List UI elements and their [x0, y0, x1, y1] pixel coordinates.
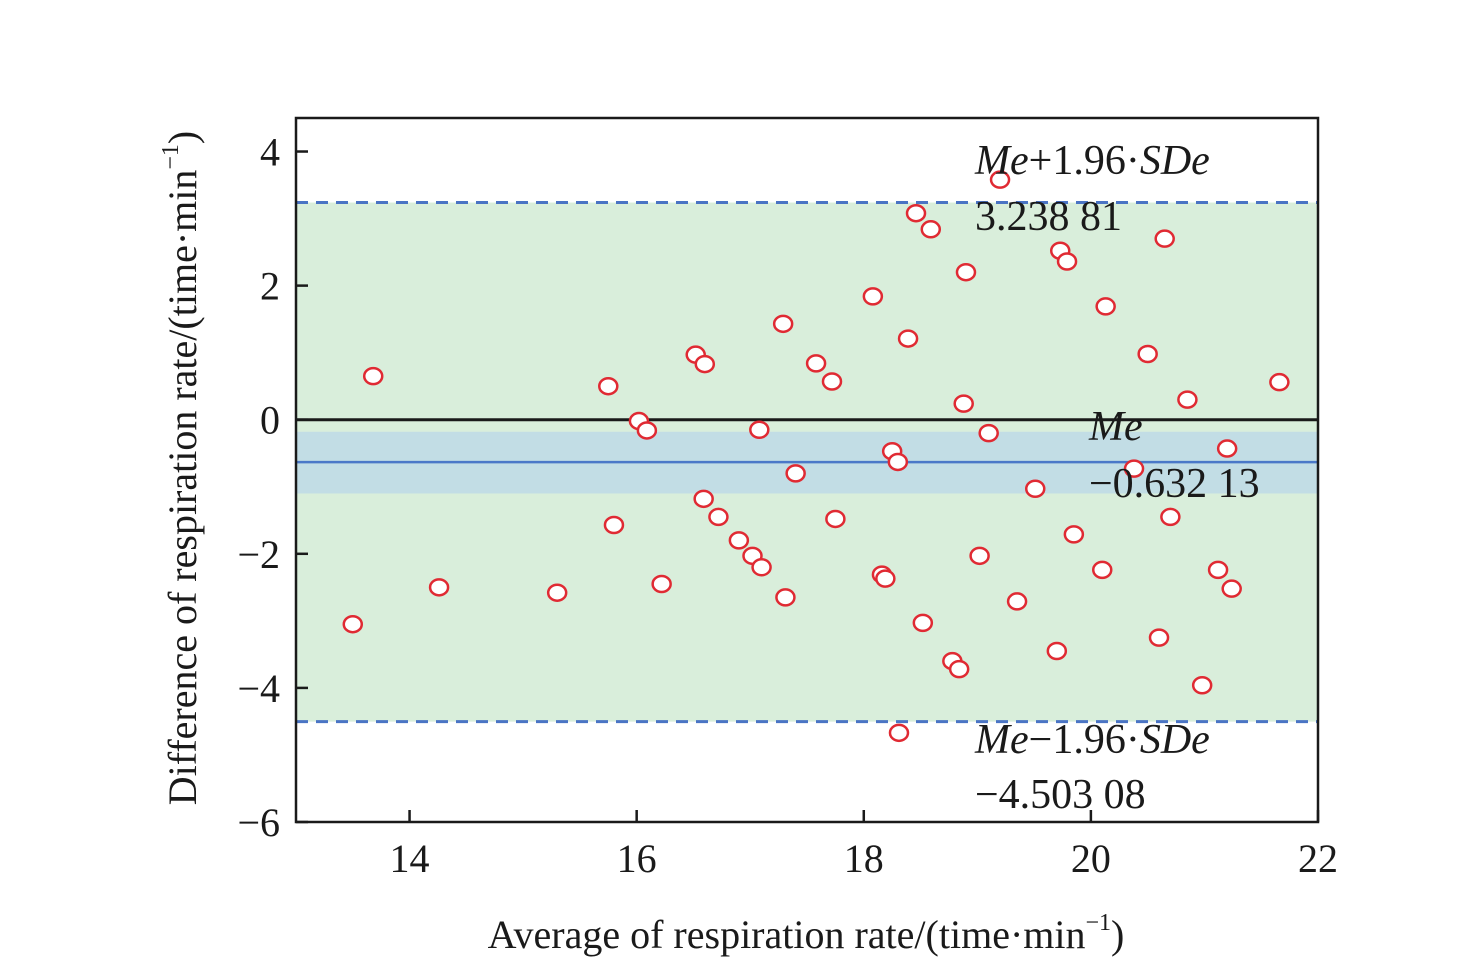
- data-point: [693, 489, 714, 509]
- mean-value: −0.632 13: [1089, 461, 1260, 507]
- x-axis-title: Average of respiration rate/(time·min−1): [488, 910, 1125, 957]
- x-tick-label: 20: [1071, 836, 1111, 881]
- data-point: [362, 366, 384, 386]
- data-point: [1046, 641, 1068, 661]
- data-point: [953, 394, 974, 413]
- data-point: [342, 614, 364, 634]
- data-point: [862, 287, 884, 306]
- y-tick-label: −4: [237, 666, 280, 711]
- x-tick-label: 18: [844, 836, 884, 881]
- data-point: [1269, 372, 1290, 392]
- data-point: [749, 420, 770, 440]
- data-point: [888, 723, 910, 743]
- data-point: [1191, 675, 1213, 695]
- upper-limit-value: 3.238 81: [975, 194, 1122, 240]
- data-point: [636, 421, 658, 440]
- data-point: [428, 578, 450, 597]
- data-point: [728, 531, 750, 550]
- data-point: [1095, 297, 1116, 316]
- lower-limit-label: Me−1.96·SDe: [974, 717, 1210, 763]
- data-point: [546, 583, 568, 602]
- data-point: [1154, 229, 1175, 248]
- data-point: [912, 613, 934, 633]
- data-point: [978, 423, 999, 443]
- data-point: [775, 588, 796, 607]
- x-tick-label: 22: [1298, 836, 1338, 881]
- data-point: [1063, 525, 1085, 544]
- data-point: [1207, 560, 1229, 580]
- data-point: [1137, 344, 1158, 364]
- data-point: [1160, 507, 1181, 527]
- y-tick-label: 0: [260, 398, 280, 443]
- y-tick-label: −6: [237, 800, 280, 845]
- x-ticks-layer: 14 16 18 20 22: [390, 810, 1338, 881]
- x-tick-label: 14: [390, 836, 430, 881]
- data-point: [905, 203, 927, 223]
- upper-limit-label: Me+1.96·SDe: [974, 138, 1210, 184]
- data-point: [772, 314, 794, 334]
- data-point: [948, 659, 970, 679]
- data-point: [603, 515, 625, 535]
- data-point: [821, 372, 843, 391]
- data-point: [1177, 390, 1198, 409]
- lower-limit-value: −4.503 08: [975, 772, 1146, 818]
- data-points-layer: [342, 170, 1290, 743]
- data-point: [1056, 252, 1078, 271]
- data-point: [1091, 560, 1113, 580]
- data-point: [955, 262, 977, 282]
- data-point: [651, 574, 672, 594]
- axes-frame: [294, 116, 1320, 824]
- data-point: [825, 509, 846, 529]
- y-ticks-layer: 4 2 0 −2 −4 −6: [237, 130, 308, 845]
- data-point: [887, 452, 909, 472]
- data-point: [751, 557, 772, 577]
- data-point: [805, 354, 827, 373]
- y-tick-label: −2: [237, 532, 280, 577]
- data-point: [1006, 592, 1028, 611]
- data-point: [897, 329, 919, 348]
- y-axis-title: Difference of respiration rate/(time·min…: [158, 131, 205, 806]
- mean-label: Me: [1088, 404, 1143, 450]
- data-point: [989, 170, 1011, 189]
- x-tick-label: 16: [617, 836, 657, 881]
- reference-lines-layer: [296, 201, 1318, 724]
- data-point: [875, 569, 896, 588]
- data-point: [708, 507, 729, 527]
- data-point: [920, 220, 942, 239]
- data-point: [1148, 628, 1170, 647]
- data-point: [1221, 579, 1242, 598]
- data-point: [1216, 439, 1238, 458]
- data-point: [1123, 459, 1145, 478]
- data-point: [598, 376, 619, 396]
- y-tick-label: 2: [260, 264, 280, 309]
- data-point: [694, 354, 716, 374]
- data-point: [1024, 479, 1046, 499]
- data-point: [969, 546, 990, 566]
- data-point: [785, 464, 806, 483]
- plot-frame: [294, 116, 1320, 824]
- y-tick-label: 4: [260, 130, 280, 175]
